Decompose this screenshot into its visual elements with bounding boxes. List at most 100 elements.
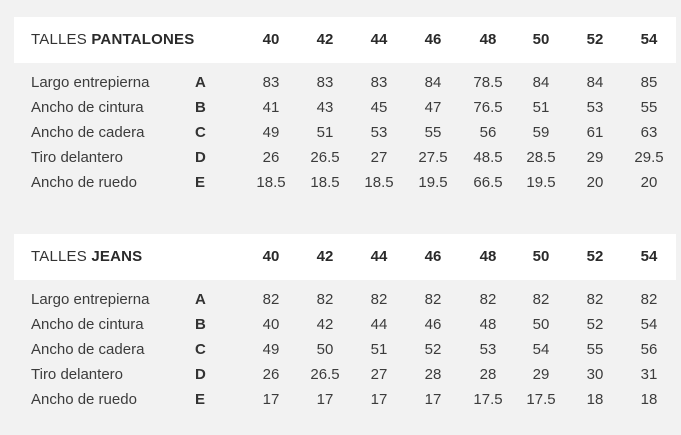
- table-cell: 50: [532, 316, 550, 333]
- table-cell: 50: [316, 341, 334, 358]
- table-cell: 82: [640, 291, 658, 308]
- table-cell: 53: [586, 99, 604, 116]
- table-cell: 41: [262, 99, 280, 116]
- table-cell: 44: [370, 316, 388, 333]
- table-cell: 26: [262, 366, 280, 383]
- table-cell: 26.5: [310, 366, 340, 383]
- pantalones-size-table: TALLES PANTALONES 40 42 44 46 48 50 52 5…: [14, 17, 676, 193]
- table-cell: 28: [424, 366, 442, 383]
- size-header: 54: [640, 248, 658, 265]
- table-cell: 18: [640, 391, 658, 408]
- measurement-label: Ancho de ruedo: [31, 174, 137, 191]
- table-title: TALLES JEANS: [31, 248, 143, 265]
- measurement-code: D: [195, 149, 206, 166]
- table-cell: 40: [262, 316, 280, 333]
- size-header: 40: [262, 31, 280, 48]
- table-cell: 55: [640, 99, 658, 116]
- table-cell: 46: [424, 316, 442, 333]
- table-cell: 18.5: [256, 174, 286, 191]
- table-cell: 82: [262, 291, 280, 308]
- table-cell: 48.5: [473, 149, 503, 166]
- table-cell: 17: [316, 391, 334, 408]
- measurement-code: D: [195, 366, 206, 383]
- table-cell: 82: [370, 291, 388, 308]
- table-cell: 84: [424, 74, 442, 91]
- table-cell: 19.5: [418, 174, 448, 191]
- table-cell: 52: [586, 316, 604, 333]
- table-cell: 49: [262, 124, 280, 141]
- table-cell: 82: [479, 291, 497, 308]
- measurement-label: Ancho de cadera: [31, 341, 145, 358]
- table-row: Ancho de ruedo E 17 17 17 17 17.5 17.5 18 18: [14, 387, 676, 412]
- measurement-label: Largo entrepierna: [31, 74, 150, 91]
- table-cell: 61: [586, 124, 604, 141]
- size-header: 42: [316, 248, 334, 265]
- measurement-label: Tiro delantero: [31, 149, 123, 166]
- jeans-size-table: TALLES JEANS 40 42 44 46 48 50 52 54 Lar…: [14, 234, 676, 410]
- size-header: 48: [479, 248, 497, 265]
- table-cell: 20: [586, 174, 604, 191]
- size-header: 52: [586, 248, 604, 265]
- table-cell: 51: [532, 99, 550, 116]
- table-cell: 20: [640, 174, 658, 191]
- table-cell: 19.5: [526, 174, 556, 191]
- table-cell: 82: [532, 291, 550, 308]
- table-cell: 82: [586, 291, 604, 308]
- size-header: 40: [262, 248, 280, 265]
- table-cell: 55: [586, 341, 604, 358]
- table-cell: 43: [316, 99, 334, 116]
- table-cell: 26: [262, 149, 280, 166]
- measurement-code: B: [195, 99, 206, 116]
- measurement-code: C: [195, 124, 206, 141]
- table-row: Largo entrepierna A 82 82 82 82 82 82 82 82: [14, 287, 676, 312]
- table-cell: 55: [424, 124, 442, 141]
- table-cell: 54: [532, 341, 550, 358]
- table-row: Largo entrepierna A 83 83 83 84 78.5 84 84 85: [14, 70, 676, 95]
- table-cell: 84: [586, 74, 604, 91]
- size-header: 54: [640, 31, 658, 48]
- table-cell: 18: [586, 391, 604, 408]
- size-header: 46: [424, 248, 442, 265]
- table-cell: 28.5: [526, 149, 556, 166]
- table-row: Ancho de cadera C 49 50 51 52 53 54 55 56: [14, 337, 676, 362]
- table-cell: 17.5: [526, 391, 556, 408]
- table-cell: 59: [532, 124, 550, 141]
- measurement-label: Ancho de cintura: [31, 99, 144, 116]
- size-header: 50: [532, 248, 550, 265]
- table-cell: 29.5: [634, 149, 664, 166]
- measurement-code: E: [195, 391, 206, 408]
- size-header: 48: [479, 31, 497, 48]
- table-header: TALLES JEANS 40 42 44 46 48 50 52 54: [14, 234, 676, 280]
- table-cell: 30: [586, 366, 604, 383]
- measurement-code: B: [195, 316, 206, 333]
- size-header: 44: [370, 31, 388, 48]
- table-cell: 17: [370, 391, 388, 408]
- table-cell: 48: [479, 316, 497, 333]
- table-body: Largo entrepierna A 83 83 83 84 78.5 84 84 85 Anch…: [14, 63, 676, 193]
- table-row: Ancho de ruedo E 18.5 18.5 18.5 19.5 66.5 19.5 2…: [14, 170, 676, 195]
- table-cell: 47: [424, 99, 442, 116]
- table-cell: 51: [316, 124, 334, 141]
- measurement-code: A: [195, 74, 206, 91]
- measurement-label: Ancho de cintura: [31, 316, 144, 333]
- table-cell: 78.5: [473, 74, 503, 91]
- table-cell: 28: [479, 366, 497, 383]
- table-cell: 31: [640, 366, 658, 383]
- measurement-label: Largo entrepierna: [31, 291, 150, 308]
- table-cell: 27: [370, 366, 388, 383]
- size-header: 52: [586, 31, 604, 48]
- measurement-code: A: [195, 291, 206, 308]
- table-body: Largo entrepierna A 82 82 82 82 82 82 82 82 Ancho …: [14, 280, 676, 410]
- measurement-label: Ancho de cadera: [31, 124, 145, 141]
- table-cell: 18.5: [310, 174, 340, 191]
- table-cell: 45: [370, 99, 388, 116]
- table-row: Ancho de cintura B 41 43 45 47 76.5 51 53 55: [14, 95, 676, 120]
- table-cell: 52: [424, 341, 442, 358]
- table-cell: 54: [640, 316, 658, 333]
- table-cell: 63: [640, 124, 658, 141]
- table-cell: 84: [532, 74, 550, 91]
- measurement-code: C: [195, 341, 206, 358]
- table-cell: 82: [316, 291, 334, 308]
- table-row: Ancho de cintura B 40 42 44 46 48 50 52 54: [14, 312, 676, 337]
- table-row: Tiro delantero D 26 26.5 27 28 28 29 30 31: [14, 362, 676, 387]
